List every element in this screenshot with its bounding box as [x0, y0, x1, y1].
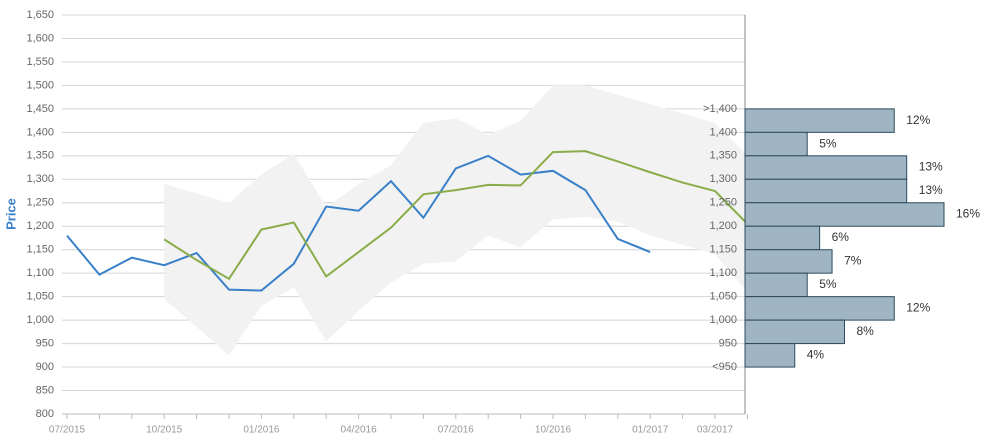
bin-label: 1,350 — [709, 150, 737, 162]
y-tick-label: 950 — [36, 337, 54, 349]
x-tick-label: 10/2016 — [535, 425, 572, 436]
bin-label: >1,400 — [703, 103, 737, 115]
bar-label: 12% — [906, 301, 930, 315]
bar-label: 12% — [906, 113, 930, 127]
bar-label: 5% — [819, 277, 837, 291]
histogram-bar — [744, 178, 908, 204]
y-tick-label: 900 — [36, 361, 54, 373]
bar-label: 16% — [956, 207, 980, 221]
bar-label: 4% — [807, 347, 825, 361]
histogram-bar — [744, 155, 908, 180]
histogram-bar — [744, 108, 895, 133]
bin-label: 1,050 — [709, 291, 737, 303]
y-tick-label: 1,600 — [26, 32, 54, 44]
bar-label: 6% — [832, 230, 850, 244]
bin-label: 1,400 — [709, 126, 737, 138]
bin-label: 1,200 — [709, 220, 737, 232]
bar-label: 7% — [844, 254, 862, 268]
histogram-bar — [744, 319, 845, 345]
y-axis-label: Price — [3, 198, 18, 230]
histogram-bar — [744, 225, 821, 251]
line-series — [66, 154, 651, 292]
y-tick-label: 1,150 — [26, 244, 54, 256]
y-tick-label: 1,450 — [26, 103, 54, 115]
histogram-bar — [744, 202, 945, 227]
y-tick-label: 1,650 — [26, 9, 54, 21]
x-tick-label: 04/2016 — [341, 425, 378, 436]
histogram-bar — [744, 343, 796, 368]
y-tick-label: 1,100 — [26, 267, 54, 279]
bin-label: 1,100 — [709, 267, 737, 279]
bin-label: 1,250 — [709, 197, 737, 209]
y-tick-label: 1,400 — [26, 126, 54, 138]
x-tick-label: 07/2016 — [438, 425, 475, 436]
y-tick-label: 1,550 — [26, 56, 54, 68]
y-tick-label: 1,350 — [26, 150, 54, 162]
y-tick-label: 1,300 — [26, 173, 54, 185]
histogram-bar — [744, 131, 808, 157]
x-tick-label: 07/2015 — [49, 425, 86, 436]
y-tick-label: 800 — [36, 408, 54, 420]
bar-label: 5% — [819, 136, 837, 150]
bin-label: 1,300 — [709, 173, 737, 185]
y-tick-label: 1,050 — [26, 291, 54, 303]
histogram-bar — [744, 249, 833, 274]
bin-label: 1,000 — [709, 314, 737, 326]
bin-label: <950 — [712, 361, 737, 373]
x-tick-label: 03/2017 — [697, 425, 734, 436]
range-band — [164, 85, 748, 356]
x-tick-label: 10/2015 — [146, 425, 183, 436]
bar-label: 13% — [919, 183, 943, 197]
histogram-bar — [744, 272, 808, 298]
bin-label: 950 — [719, 337, 737, 349]
x-tick-label: 01/2016 — [243, 425, 280, 436]
y-tick-label: 1,500 — [26, 79, 54, 91]
y-tick-label: 1,200 — [26, 220, 54, 232]
histogram-bar — [744, 296, 895, 321]
x-tick-label: 01/2017 — [632, 425, 669, 436]
bar-label: 8% — [857, 324, 875, 338]
bar-label: 13% — [919, 160, 943, 174]
y-tick-label: 1,000 — [26, 314, 54, 326]
y-tick-label: 1,250 — [26, 197, 54, 209]
line-series — [163, 150, 749, 281]
y-tick-label: 850 — [36, 384, 54, 396]
bin-label: 1,150 — [709, 244, 737, 256]
